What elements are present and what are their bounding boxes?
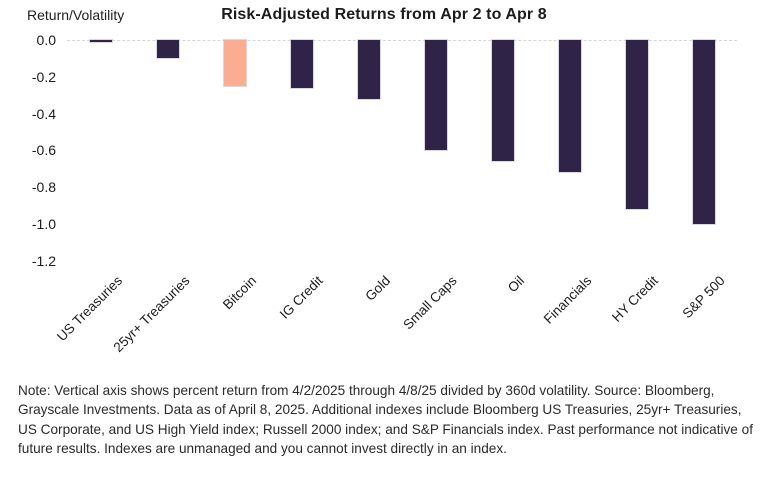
bar-25yr-treasuries [156, 40, 179, 59]
bar-us-treasuries [89, 40, 112, 42]
x-tick-label-small-caps: Small Caps [400, 273, 461, 333]
y-tick-label: 0.0 [36, 32, 56, 48]
x-tick-label-gold: Gold [362, 273, 394, 304]
bar-small-caps [424, 40, 447, 151]
zero-axis-line [67, 40, 737, 41]
x-tick-label-us-treasuries: US Treasuries [54, 273, 126, 345]
bar-gold [357, 40, 380, 99]
x-tick-label-hy-credit: HY Credit [609, 273, 662, 325]
y-tick-label: -1.0 [31, 216, 56, 232]
x-tick-label-ig-credit: IG Credit [277, 273, 327, 322]
bar-hy-credit [625, 40, 648, 210]
bar-s-p-500 [692, 40, 715, 224]
x-tick-label-oil: Oil [504, 273, 528, 296]
y-tick-label: -0.6 [31, 142, 56, 159]
bar-bitcoin [223, 40, 246, 86]
y-tick-label: -0.4 [31, 105, 56, 122]
x-tick-label-bitcoin: Bitcoin [219, 273, 260, 313]
y-tick-label: -0.2 [31, 68, 56, 85]
y-tick-label: -1.2 [31, 252, 56, 269]
y-tick-label: -0.8 [31, 179, 56, 196]
x-tick-label-s-p-500: S&P 500 [679, 273, 729, 322]
chart-title: Risk-Adjusted Returns from Apr 2 to Apr … [221, 6, 547, 23]
footnote: Note: Vertical axis shows percent return… [18, 383, 753, 456]
bar-ig-credit [290, 40, 313, 88]
bar-oil [491, 40, 514, 162]
bar-financials [558, 40, 581, 173]
plot-area: 0.0 -0.2 -0.4 -0.6 -0.8 -1.0 -1.2 US Treasuries… [31, 32, 737, 355]
y-axis-title: Return/Volatility [27, 7, 125, 23]
x-tick-label-financials: Financials [540, 273, 595, 327]
